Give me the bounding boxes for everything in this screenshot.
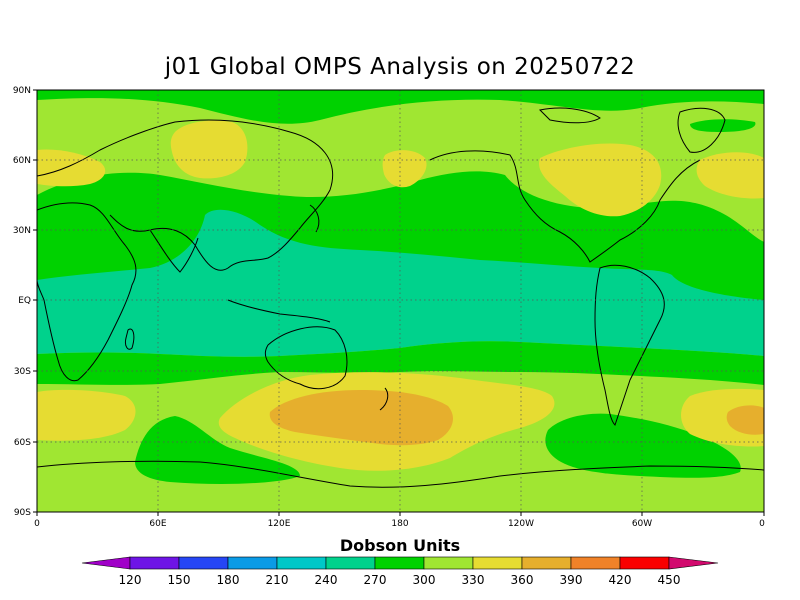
ozone-band-360-europe bbox=[37, 149, 106, 187]
colorbar-swatch bbox=[276, 556, 327, 570]
ozone-band-360-siberia bbox=[170, 120, 248, 179]
lat-tick-labels: 90N 60N 30N EQ 30S 60S 90S bbox=[13, 86, 31, 518]
lat-tick-label: 90S bbox=[14, 508, 31, 518]
lon-tick-label: 60E bbox=[149, 519, 166, 529]
colorbar-arrow-high bbox=[668, 556, 719, 570]
colorbar-label: 210 bbox=[266, 573, 289, 587]
lon-tick-labels: 0 60E 120E 180 120W 60W 0 bbox=[34, 519, 765, 529]
colorbar-labels: 120 150 180 210 240 270 300 330 360 390 … bbox=[119, 573, 681, 587]
coast-north-america bbox=[429, 150, 701, 263]
coast-arctic-islands bbox=[538, 107, 601, 124]
ozone-band-360-atlantic bbox=[696, 152, 764, 199]
lon-tick-label: 120E bbox=[268, 519, 291, 529]
colorbar-label: 270 bbox=[364, 573, 387, 587]
lon-tick-label: 60W bbox=[632, 519, 652, 529]
colorbar-label: 180 bbox=[217, 573, 240, 587]
ozone-band-360-north-america bbox=[539, 143, 662, 217]
colorbar-swatch bbox=[178, 556, 229, 570]
colorbar-swatch bbox=[129, 556, 180, 570]
ozone-band-300-arctic bbox=[37, 90, 764, 124]
colorbar-swatch bbox=[423, 556, 474, 570]
colorbar-label: 120 bbox=[119, 573, 142, 587]
lat-tick-label: 90N bbox=[13, 86, 31, 96]
ozone-band-300-south bbox=[37, 341, 764, 385]
coast-india bbox=[149, 229, 199, 273]
coast-australia bbox=[264, 326, 348, 390]
coast-africa bbox=[37, 202, 137, 382]
colorbar-swatch bbox=[521, 556, 572, 570]
coast-south-america bbox=[594, 264, 665, 426]
colorbar-title: Dobson Units bbox=[339, 536, 461, 555]
lon-tick-marks bbox=[36, 512, 765, 516]
colorbar-label: 450 bbox=[658, 573, 681, 587]
colorbar-arrow-low bbox=[81, 556, 131, 570]
lat-tick-label: 30N bbox=[13, 226, 31, 236]
ozone-band-300-patch bbox=[690, 119, 756, 132]
ozone-field bbox=[37, 90, 764, 512]
lat-tick-marks bbox=[33, 89, 37, 513]
colorbar-label: 330 bbox=[462, 573, 485, 587]
colorbar-label: 420 bbox=[609, 573, 632, 587]
colorbar-label: 390 bbox=[560, 573, 583, 587]
coast-japan bbox=[309, 204, 320, 233]
coastlines bbox=[37, 107, 764, 488]
coast-new-zealand bbox=[379, 387, 389, 411]
lon-tick-label: 0 bbox=[34, 519, 40, 529]
ozone-band-300-antarctic-b bbox=[545, 413, 741, 478]
colorbar-label: 360 bbox=[511, 573, 534, 587]
ozone-band-390-a bbox=[269, 390, 453, 446]
ozone-band-360-pacific bbox=[382, 150, 427, 188]
colorbar-swatch bbox=[227, 556, 278, 570]
lon-tick-label: 0 bbox=[759, 519, 765, 529]
coast-madagascar bbox=[125, 328, 135, 350]
ozone-band-300-antarctic-a bbox=[135, 416, 300, 484]
coast-eurasia bbox=[37, 119, 334, 271]
ozone-band-360-indian-ocean bbox=[37, 389, 136, 441]
gridlines bbox=[37, 90, 764, 512]
lon-tick-label: 120W bbox=[508, 519, 534, 529]
colorbar-swatch bbox=[619, 556, 670, 570]
colorbar-label: 150 bbox=[168, 573, 191, 587]
colorbar-label: 300 bbox=[413, 573, 436, 587]
colorbar-swatch bbox=[325, 556, 376, 570]
coast-antarctica bbox=[37, 460, 764, 488]
ozone-band-390-b bbox=[726, 405, 764, 435]
map-title: j01 Global OMPS Analysis on 20250722 bbox=[164, 54, 636, 80]
colorbar-swatch bbox=[472, 556, 523, 570]
colorbar-label: 240 bbox=[315, 573, 338, 587]
colorbar-swatch bbox=[374, 556, 425, 570]
lat-tick-label: 60N bbox=[13, 156, 31, 166]
lat-tick-label: 60S bbox=[14, 438, 31, 448]
coast-greenland bbox=[677, 107, 726, 153]
ozone-band-270 bbox=[37, 209, 764, 357]
lon-tick-label: 180 bbox=[391, 519, 408, 529]
colorbar-swatch bbox=[570, 556, 621, 570]
lat-tick-label: 30S bbox=[14, 367, 31, 377]
lat-tick-label: EQ bbox=[18, 296, 31, 306]
coast-indonesia bbox=[227, 299, 331, 323]
colorbar bbox=[81, 556, 719, 570]
